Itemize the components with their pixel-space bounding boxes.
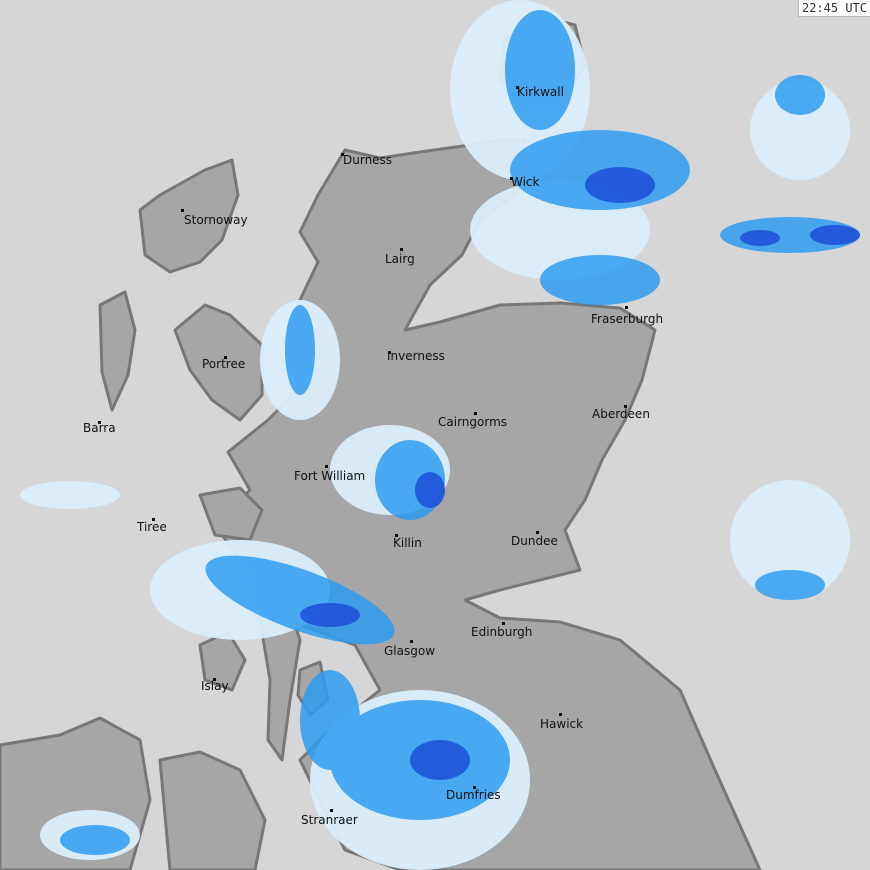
- place-marker: [474, 412, 477, 415]
- place-marker: [559, 713, 562, 716]
- place-marker: [388, 351, 391, 354]
- rain-echoes: [20, 0, 860, 870]
- place-label: Fort William: [294, 469, 366, 483]
- place-marker: [213, 678, 216, 681]
- place-label: Dumfries: [446, 788, 501, 802]
- place-marker: [400, 248, 403, 251]
- place-label: Islay: [201, 679, 229, 693]
- uist: [98, 290, 137, 412]
- place-label: Fraserburgh: [591, 312, 664, 326]
- place-marker: [624, 405, 627, 408]
- place-label: Wick: [511, 175, 540, 189]
- timestamp-label: 22:45 UTC: [797, 0, 870, 17]
- place-marker: [536, 531, 539, 534]
- place-marker: [98, 421, 101, 424]
- place-label: Aberdeen: [592, 407, 650, 421]
- place-label: Tiree: [137, 520, 167, 534]
- place-label: Lairg: [385, 252, 415, 266]
- place-marker: [502, 622, 505, 625]
- place-label: Dundee: [511, 534, 558, 548]
- place-label: Edinburgh: [471, 625, 533, 639]
- place-marker: [410, 640, 413, 643]
- place-label: Barra: [83, 421, 116, 435]
- mull: [198, 486, 264, 542]
- place-marker: [395, 534, 398, 537]
- place-marker: [341, 153, 344, 156]
- place-marker: [152, 518, 155, 521]
- place-label: Portree: [202, 357, 246, 371]
- place-marker: [510, 177, 513, 180]
- place-marker: [330, 809, 333, 812]
- place-marker: [181, 209, 184, 212]
- place-label: Stornoway: [184, 213, 248, 227]
- place-label: Kirkwall: [517, 85, 564, 99]
- place-label: Durness: [343, 153, 393, 167]
- place-label: Inverness: [387, 349, 445, 363]
- place-label: Hawick: [540, 717, 584, 731]
- skye: [173, 303, 264, 422]
- place-marker: [325, 465, 328, 468]
- place-label: Killin: [393, 536, 422, 550]
- place-label: Cairngorms: [438, 415, 508, 429]
- place-marker: [473, 786, 476, 789]
- galloway-coast: [158, 750, 267, 870]
- place-label: Glasgow: [384, 644, 436, 658]
- place-marker: [516, 86, 519, 89]
- lewis-harris: [138, 158, 240, 274]
- place-label: Stranraer: [301, 813, 358, 827]
- place-marker: [224, 356, 227, 359]
- place-marker: [625, 306, 628, 309]
